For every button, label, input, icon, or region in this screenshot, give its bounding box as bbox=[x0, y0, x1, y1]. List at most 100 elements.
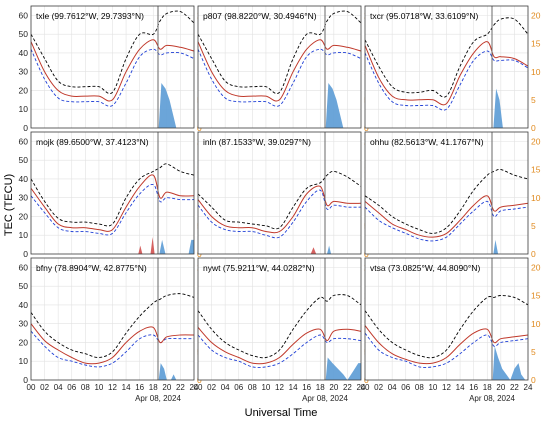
difference-area-blue bbox=[159, 239, 166, 254]
x-tick-label: 24 bbox=[357, 383, 366, 392]
station-panels: txle (99.7612°W, 29.7393°N)0102030405060… bbox=[19, 5, 541, 403]
upper-tec-line bbox=[365, 295, 528, 359]
y-tick-label: 40 bbox=[19, 300, 29, 310]
grid bbox=[31, 132, 194, 254]
panel-ohhu: ohhu (82.5613°W, 41.1767°N) 0 5 10 15 20 bbox=[364, 131, 541, 259]
panel-mojk: mojk (89.6500°W, 37.4123°N) 0 10 20 30 40 50 60… bbox=[19, 131, 207, 259]
upper-tec-line bbox=[31, 293, 194, 358]
grid bbox=[365, 258, 528, 380]
panel-title: nywt (75.9211°W, 44.0282°N) bbox=[203, 263, 315, 273]
x-tick-label: 14 bbox=[456, 383, 465, 392]
x-tick-label: 18 bbox=[316, 383, 325, 392]
panel-txcr: txcr (95.0718°W, 33.6109°N) 0 5 10 15 20 bbox=[364, 5, 541, 133]
date-label: Apr 08, 2024 bbox=[302, 394, 348, 403]
upper-tec-line bbox=[198, 294, 361, 359]
y2-tick-label: 15 bbox=[531, 291, 541, 301]
grid bbox=[365, 6, 528, 128]
difference-area-blue bbox=[170, 374, 177, 380]
x-tick-label: 14 bbox=[289, 383, 298, 392]
lower-tec-line bbox=[198, 334, 361, 368]
grid bbox=[198, 132, 361, 254]
panel-frame bbox=[364, 5, 529, 129]
x-tick-label: 02 bbox=[374, 383, 383, 392]
x-tick-label: 00 bbox=[27, 383, 36, 392]
y2-tick-label: 15 bbox=[531, 165, 541, 175]
panel-frame bbox=[197, 5, 362, 129]
x-tick-label: 22 bbox=[510, 383, 519, 392]
panel-title: mojk (89.6500°W, 37.4123°N) bbox=[36, 137, 149, 147]
panel-title: txcr (95.0718°W, 33.6109°N) bbox=[370, 11, 479, 21]
y2-tick-label: 5 bbox=[531, 221, 536, 231]
lower-tec-line bbox=[365, 50, 528, 111]
y2-tick-label: 20 bbox=[531, 263, 541, 273]
plot-area bbox=[365, 295, 528, 380]
y-tick-label: 40 bbox=[19, 174, 29, 184]
y-axis-label: TEC (TECU) bbox=[3, 174, 15, 236]
panel-frame bbox=[197, 257, 362, 381]
y-tick-label: 20 bbox=[19, 337, 29, 347]
grid bbox=[198, 258, 361, 380]
x-tick-label: 04 bbox=[54, 383, 63, 392]
plot-area bbox=[365, 168, 528, 254]
difference-area-blue bbox=[327, 245, 332, 254]
x-tick-label: 10 bbox=[428, 383, 437, 392]
y2-tick-label: 10 bbox=[531, 193, 541, 203]
y2-tick-label: 0 bbox=[531, 123, 536, 133]
observed-tec-line bbox=[365, 195, 528, 238]
date-label: Apr 08, 2024 bbox=[135, 394, 181, 403]
plot-area bbox=[365, 17, 528, 128]
y-tick-label: 10 bbox=[19, 104, 29, 114]
lower-tec-line bbox=[31, 330, 194, 368]
date-label: Apr 08, 2024 bbox=[469, 394, 515, 403]
x-tick-label: 12 bbox=[108, 383, 117, 392]
x-tick-label: 22 bbox=[176, 383, 185, 392]
x-tick-label: 08 bbox=[415, 383, 424, 392]
upper-tec-line bbox=[31, 10, 194, 94]
plot-area bbox=[198, 170, 361, 254]
difference-area-blue bbox=[325, 83, 344, 128]
plot-area bbox=[31, 10, 194, 128]
y-tick-label: 50 bbox=[19, 281, 29, 291]
panel-title: txle (99.7612°W, 29.7393°N) bbox=[36, 11, 144, 21]
grid bbox=[31, 258, 194, 380]
panel-bfny: bfny (78.8904°W, 42.8775°N) 0 10 20 30 40 50 60… bbox=[19, 257, 207, 403]
observed-tec-line bbox=[198, 39, 361, 102]
x-tick-label: 20 bbox=[329, 383, 338, 392]
upper-tec-line bbox=[198, 10, 361, 94]
lower-tec-line bbox=[31, 48, 194, 107]
x-tick-label: 02 bbox=[207, 383, 216, 392]
x-tick-label: 12 bbox=[275, 383, 284, 392]
plot-area bbox=[31, 163, 194, 254]
x-tick-label: 16 bbox=[469, 383, 478, 392]
y-tick-label: 60 bbox=[19, 262, 29, 272]
difference-area-blue bbox=[158, 83, 177, 128]
panel-txle: txle (99.7612°W, 29.7393°N) 0 10 20 30 40 50 60… bbox=[19, 5, 207, 133]
y-tick-label: 0 bbox=[23, 249, 28, 259]
upper-tec-line bbox=[365, 17, 528, 98]
y2-tick-label: 20 bbox=[531, 137, 541, 147]
upper-tec-line bbox=[31, 163, 194, 227]
observed-tec-line bbox=[31, 174, 194, 232]
panel-vtsa: vtsa (73.0825°W, 44.8090°N) 0 5 10 15 20 00 02 0… bbox=[361, 257, 541, 403]
x-tick-label: 00 bbox=[361, 383, 370, 392]
observed-tec-line bbox=[31, 39, 194, 102]
x-tick-label: 24 bbox=[524, 383, 533, 392]
x-tick-label: 18 bbox=[483, 383, 492, 392]
y-tick-label: 60 bbox=[19, 10, 29, 20]
observed-tec-line bbox=[365, 325, 528, 365]
difference-area-blue bbox=[325, 357, 361, 380]
x-tick-label: 12 bbox=[442, 383, 451, 392]
lower-tec-line bbox=[365, 332, 528, 368]
y-tick-label: 20 bbox=[19, 211, 29, 221]
observed-tec-line bbox=[31, 323, 194, 365]
grid bbox=[198, 6, 361, 128]
observed-tec-line bbox=[198, 327, 361, 365]
panel-title: p807 (98.8220°W, 30.4946°N) bbox=[203, 11, 317, 21]
panel-title: bfny (78.8904°W, 42.8775°N) bbox=[36, 263, 147, 273]
plot-area bbox=[31, 293, 194, 380]
lower-tec-line bbox=[365, 200, 528, 242]
difference-area-blue bbox=[493, 88, 503, 128]
y-tick-label: 30 bbox=[19, 193, 29, 203]
